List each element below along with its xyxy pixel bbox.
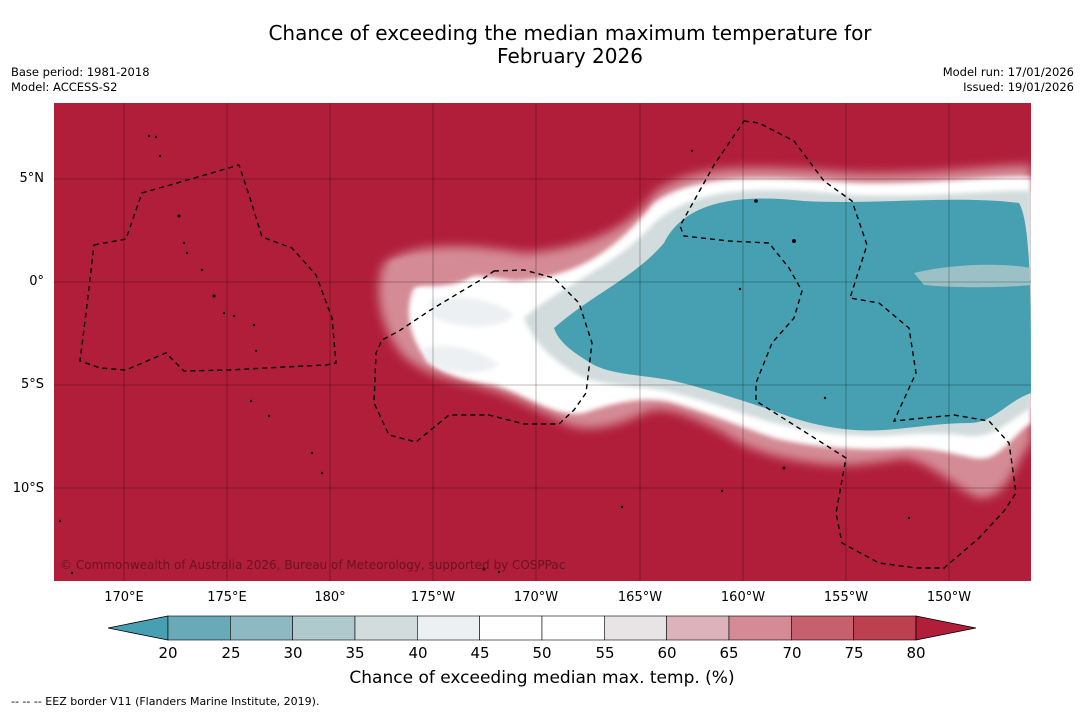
field-patch-grey <box>914 264 1031 288</box>
lon-label-170e: 170°E <box>104 590 144 605</box>
colorbar-segment <box>853 615 917 641</box>
forecast-map <box>54 103 1031 581</box>
lon-label-160w: 160°W <box>720 590 766 605</box>
copyright-notice: © Commonwealth of Australia 2026, Bureau… <box>60 558 566 572</box>
colorbar-tick: 65 <box>719 644 739 662</box>
colorbar-segment <box>354 615 418 641</box>
colorbar-segment <box>417 615 480 641</box>
lon-label-150w: 150°W <box>926 590 972 605</box>
colorbar-segment <box>292 615 356 641</box>
title-line-1: Chance of exceeding the median maximum t… <box>268 21 872 45</box>
model-name: Model: ACCESS-S2 <box>11 80 118 94</box>
colorbar-tick: 55 <box>595 644 615 662</box>
chart-title: Chance of exceeding the median maximum t… <box>200 22 940 68</box>
field-core-20 <box>554 198 1031 431</box>
lon-label-175e: 175°E <box>207 590 247 605</box>
field-patch-white-west <box>429 297 514 327</box>
colorbar-segment <box>666 615 730 641</box>
lon-label-165w: 165°W <box>617 590 663 605</box>
colorbar-tick: 35 <box>345 644 365 662</box>
lon-label-170w: 170°W <box>513 590 559 605</box>
colorbar-tick: 60 <box>657 644 677 662</box>
lat-label-10s: 10°S <box>12 481 44 496</box>
colorbar-segments <box>107 615 977 641</box>
colorbar-segment <box>479 615 543 641</box>
colorbar-segment <box>604 615 667 641</box>
islands <box>58 134 911 575</box>
run-info: Model run: 17/01/2026 Issued: 19/01/2026 <box>943 65 1074 95</box>
lon-label-180: 180° <box>314 590 346 605</box>
eez-footnote: -- -- -- EEZ border V11 (Flanders Marine… <box>11 695 320 708</box>
colorbar-tick: 80 <box>906 644 926 662</box>
colorbar-tick: 45 <box>470 644 490 662</box>
lon-label-175w: 175°W <box>410 590 456 605</box>
field-patch-north <box>389 256 474 286</box>
eez-tuvalu <box>79 164 337 372</box>
colorbar-segment <box>167 615 231 641</box>
issued-date: Issued: 19/01/2026 <box>963 80 1074 94</box>
lon-label-155w: 155°W <box>823 590 869 605</box>
lat-label-5s: 5°S <box>20 377 44 392</box>
eez-tokelau <box>373 269 593 443</box>
colorbar-extend-low <box>107 615 169 641</box>
colorbar-tick: 20 <box>158 644 178 662</box>
colorbar-tick: 50 <box>532 644 552 662</box>
colorbar-tick: 25 <box>221 644 241 662</box>
model-run-date: Model run: 17/01/2026 <box>942 65 1074 79</box>
colorbar-tick: 30 <box>283 644 303 662</box>
colorbar-tick: 40 <box>408 644 428 662</box>
eez-kiribati-line <box>679 120 1017 569</box>
colorbar-label: Chance of exceeding median max. temp. (%… <box>349 668 735 688</box>
lat-label-5n: 5°N <box>19 171 45 186</box>
colorbar-segment <box>230 615 293 641</box>
base-period: Base period: 1981-2018 <box>11 65 150 79</box>
colorbar-tick: 75 <box>844 644 864 662</box>
graticule <box>54 103 1031 581</box>
lat-label-equator: 0° <box>29 274 44 289</box>
colorbar-tick: 70 <box>782 644 802 662</box>
field-patch-white-south <box>424 345 499 373</box>
colorbar-segment <box>728 615 792 641</box>
colorbar-segment <box>790 615 854 641</box>
title-line-2: February 2026 <box>497 44 643 68</box>
colorbar-segment <box>541 615 605 641</box>
base-info: Base period: 1981-2018 Model: ACCESS-S2 <box>11 65 150 95</box>
colorbar-extend-high <box>915 615 977 641</box>
eez-borders <box>79 120 1017 569</box>
colorbar <box>107 615 977 641</box>
probability-field <box>378 165 1031 498</box>
